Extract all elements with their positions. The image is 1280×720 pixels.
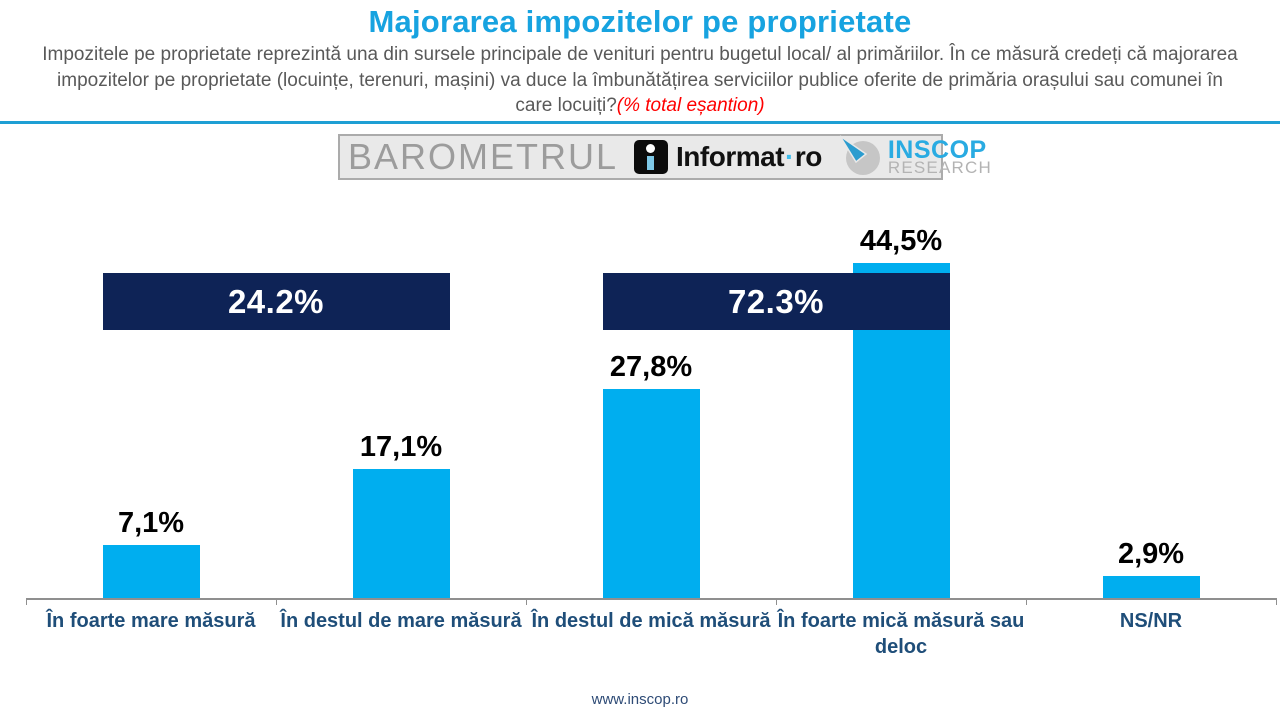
chart-title: Majorarea impozitelor pe proprietate — [368, 4, 912, 39]
category-label: În destul de mare măsură — [280, 610, 522, 632]
bar-value-label: 27,8% — [609, 351, 693, 383]
bar-3 — [602, 389, 700, 598]
logo-strip: BAROMETRUL Informat·ro INSCOP RESEARCH — [338, 134, 991, 180]
category-label: În foarte mică măsură sau deloc — [777, 610, 1025, 658]
header-divider — [0, 121, 1280, 124]
x-axis-tick — [776, 598, 777, 605]
x-axis-tick — [526, 598, 527, 605]
subtitle-text: Impozitele pe proprietate reprezintă una… — [42, 44, 1238, 116]
informat-wordmark: Informat·ro — [676, 141, 822, 172]
inscop-wordmark: INSCOP RESEARCH — [887, 136, 992, 177]
inscop-logo: INSCOP RESEARCH — [838, 132, 992, 183]
aggregate-banner-1: 24.2% — [102, 273, 450, 330]
bar-value-label: 2,9% — [1117, 538, 1185, 570]
aggregate-value: 24.2% — [227, 282, 325, 320]
x-axis-tick — [276, 598, 277, 605]
footer-url: www.inscop.ro — [591, 691, 689, 708]
x-axis-tick — [1276, 598, 1277, 605]
informat-logo: Informat·ro — [634, 140, 822, 174]
aggregate-banner-2: 72.3% — [602, 273, 950, 330]
bar-2 — [352, 469, 450, 598]
category-label: În foarte mare măsură — [46, 610, 256, 632]
x-axis-tick — [1026, 598, 1027, 605]
x-axis-line — [26, 598, 1276, 600]
barometrul-logo: BAROMETRUL — [348, 136, 619, 177]
informat-i-icon — [634, 140, 669, 174]
sample-note: (% total eșantion) — [616, 95, 765, 116]
informat-dot-icon: · — [785, 141, 794, 172]
aggregate-value: 72.3% — [727, 282, 825, 320]
x-axis-tick — [26, 598, 27, 605]
bar-value-label: 7,1% — [117, 507, 185, 539]
bar-value-label: 44,5% — [859, 225, 943, 257]
inscop-compass-icon — [838, 132, 884, 183]
chart-subtitle: Impozitele pe proprietate reprezintă una… — [38, 42, 1242, 119]
bar-value-label: 17,1% — [359, 431, 443, 463]
category-label: În destul de mică măsură — [531, 610, 771, 632]
category-label: NS/NR — [1119, 610, 1183, 632]
bar-5 — [1102, 576, 1200, 598]
bar-1 — [102, 545, 200, 598]
